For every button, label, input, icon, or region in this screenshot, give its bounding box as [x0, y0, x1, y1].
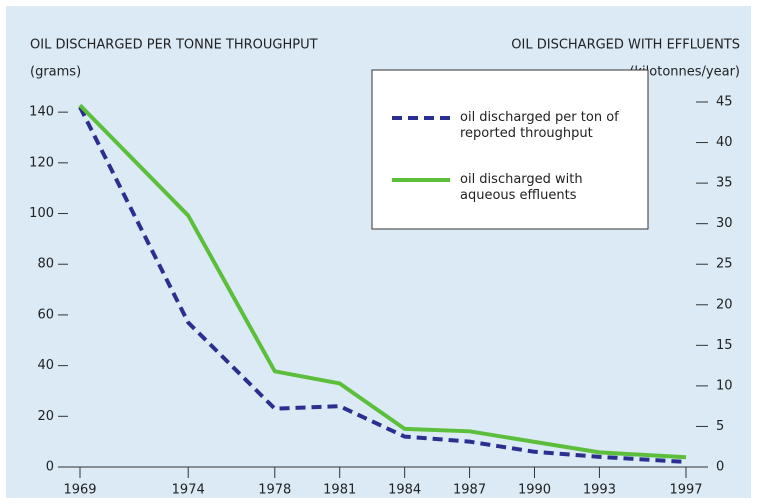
x-tick-label: 1990: [518, 483, 551, 498]
y2-axis-title: OIL DISCHARGED WITH EFFLUENTS: [511, 38, 740, 53]
y2-tick-label: 5: [716, 419, 724, 434]
x-tick-label: 1978: [258, 483, 291, 498]
y2-tick-label: 0: [716, 460, 724, 475]
y2-tick-label: 40: [716, 135, 733, 150]
y2-tick-label: 30: [716, 216, 733, 231]
chart-title: OIL DISCHARGED PER TONNE THROUGHPUT: [30, 38, 318, 53]
y2-tick-label: 20: [716, 297, 733, 312]
y2-tick-label: 15: [716, 338, 733, 353]
x-tick-label: 1974: [172, 483, 205, 498]
y-tick-label: 40: [37, 358, 54, 373]
y-tick-label: 20: [37, 409, 54, 424]
x-tick-label: 1969: [63, 483, 96, 498]
y-tick-label: 140: [29, 105, 54, 120]
series-line: [78, 106, 687, 464]
y2-tick-label: 10: [716, 378, 733, 393]
x-tick-label: 1997: [669, 483, 702, 498]
series-line: [78, 103, 687, 460]
y-tick-label: 0: [46, 460, 54, 475]
legend-label: oil discharged with aqueous effluents: [460, 172, 583, 203]
x-tick-label: 1993: [583, 483, 616, 498]
y2-tick-label: 25: [716, 257, 733, 272]
x-tick-label: 1987: [453, 483, 486, 498]
y-tick-label: 120: [29, 155, 54, 170]
legend: [371, 69, 649, 230]
legend-label: oil discharged per ton of reported throu…: [460, 110, 619, 141]
y-tick-label: 100: [29, 206, 54, 221]
y-tick-label: 80: [37, 257, 54, 272]
y-axis-label: (grams): [30, 65, 81, 80]
y-tick-label: 60: [37, 307, 54, 322]
x-tick-label: 1984: [388, 483, 421, 498]
y2-tick-label: 45: [716, 95, 733, 110]
y2-tick-label: 35: [716, 176, 733, 191]
x-tick-label: 1981: [323, 483, 356, 498]
y2-axis-label: (kilotonnes/year): [629, 65, 740, 80]
